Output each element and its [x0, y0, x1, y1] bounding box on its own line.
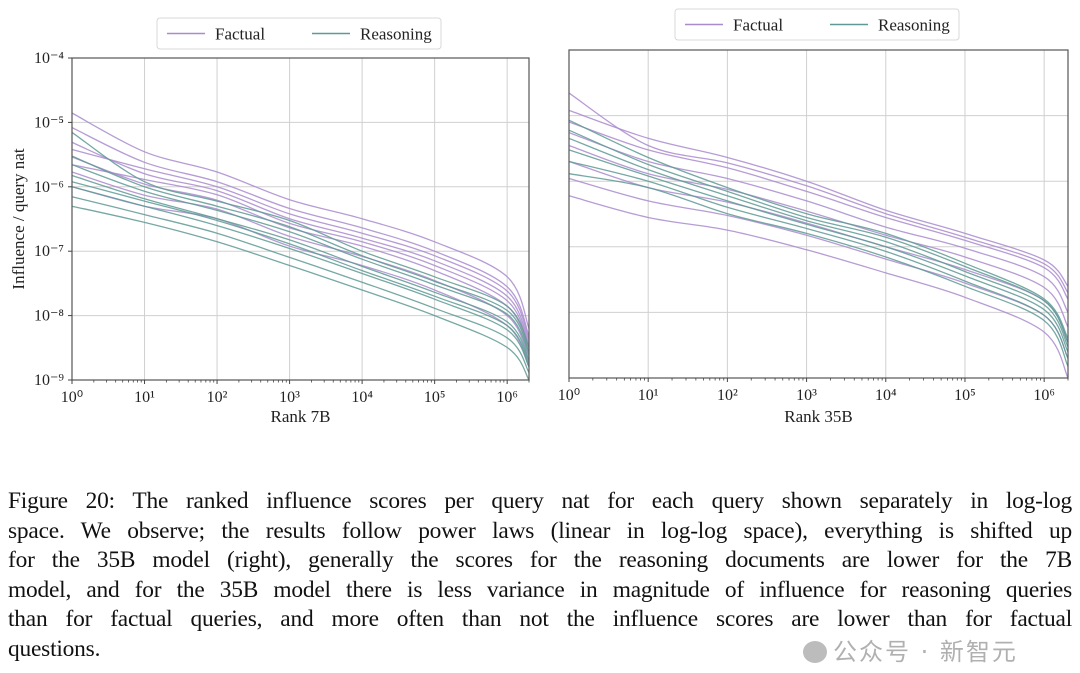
x-tick-label: 10¹ — [134, 389, 155, 406]
series-line-reasoning — [71, 131, 530, 348]
series-line-factual — [568, 195, 1069, 379]
x-tick-label: 10⁰ — [558, 387, 580, 404]
watermark-text: 公众号 · 新智元 — [833, 638, 1018, 666]
series-line-factual — [71, 141, 530, 345]
series-line-reasoning — [568, 173, 1069, 367]
x-tick-label: 10⁶ — [1033, 387, 1055, 404]
series-line-factual — [71, 164, 530, 348]
chart-panel-1: 10⁰ 10¹ 10² 10³ 10⁴ 10⁵ 10⁶ 10⁻⁴ 10⁻⁵ 10⁻⁶ 10⁻⁷ 10⁻… — [9, 17, 530, 426]
x-tick-label: 10⁰ — [61, 389, 83, 406]
series-line-factual — [568, 92, 1069, 294]
series-line-factual — [71, 156, 530, 352]
x-axis-label: Rank 7B — [271, 407, 331, 426]
series-line-reasoning — [71, 196, 530, 374]
legend: Factual Reasoning — [156, 17, 442, 50]
y-tick-label: 10⁻⁹ — [34, 372, 64, 389]
y-tick-label: 10⁻⁸ — [34, 308, 64, 325]
legend-label-factual: Factual — [215, 25, 265, 44]
x-tick-label: 10³ — [796, 387, 817, 404]
axes-frame — [71, 57, 530, 381]
legend-label-factual: Factual — [733, 16, 783, 35]
x-tick-label: 10⁵ — [424, 389, 446, 406]
series-line-reasoning — [71, 181, 530, 364]
caption-line: for the 35B model (right), generally the… — [8, 547, 1072, 574]
x-tick-label: 10² — [207, 389, 228, 406]
x-tick-label: 10⁴ — [875, 387, 897, 404]
y-tick-label: 10⁻⁶ — [34, 179, 64, 196]
series-line-reasoning — [568, 129, 1069, 343]
series-line-factual — [568, 177, 1069, 359]
legend: Factual Reasoning — [674, 8, 960, 41]
legend-box — [674, 8, 960, 41]
series-line-reasoning — [568, 149, 1069, 353]
x-tick-label: 10³ — [279, 389, 300, 406]
y-axis-label: Influence / query nat — [9, 148, 28, 289]
x-tick-label: 10⁶ — [496, 389, 518, 406]
series-line-reasoning — [568, 160, 1069, 359]
x-tick-label: 10⁴ — [351, 389, 373, 406]
caption-line: questions. — [8, 635, 101, 662]
figure: 10⁰ 10¹ 10² 10³ 10⁴ 10⁵ 10⁶ 10⁻⁴ 10⁻⁵ 10⁻⁶ 10⁻⁷ 10⁻… — [9, 8, 1069, 426]
series-line-reasoning — [71, 164, 530, 356]
series-line-factual — [568, 160, 1069, 343]
y-tick-label: 10⁻⁵ — [34, 114, 64, 131]
caption-line: Figure 20: The ranked influence scores p… — [8, 488, 1072, 514]
series-line-factual — [568, 131, 1069, 313]
legend-label-reasoning: Reasoning — [360, 25, 432, 44]
caption-line: model, and for the 35B model there is le… — [8, 576, 1072, 603]
series-line-reasoning — [71, 174, 530, 361]
legend-label-reasoning: Reasoning — [878, 16, 950, 35]
x-axis-label: Rank 35B — [784, 407, 852, 426]
series-line-factual — [71, 127, 530, 337]
series-line-reasoning — [568, 137, 1069, 348]
x-tick-label: 10⁵ — [954, 387, 976, 404]
series-line-factual — [568, 144, 1069, 328]
series-line-reasoning — [568, 119, 1069, 339]
watermark: 公众号 · 新智元 — [803, 638, 1018, 666]
series-line-factual — [71, 112, 530, 329]
figure-caption: Figure 20: The ranked influence scores p… — [8, 487, 1072, 665]
wechat-icon — [803, 641, 827, 663]
y-tick-label: 10⁻⁴ — [34, 50, 64, 67]
caption-line: than for factual queries, and more often… — [8, 606, 1072, 633]
axes-frame — [568, 49, 1069, 379]
chart-panel-2: 10⁰ 10¹ 10² 10³ 10⁴ 10⁵ 10⁶ Rank 35B Factual Reas… — [558, 8, 1069, 426]
legend-box — [156, 17, 442, 50]
y-tick-label: 10⁻⁷ — [34, 243, 64, 260]
series-line-reasoning — [71, 155, 530, 353]
series-line-factual — [568, 109, 1069, 287]
series-line-reasoning — [71, 205, 530, 381]
series-line-factual — [568, 121, 1069, 300]
series-line-reasoning — [71, 186, 530, 368]
x-tick-label: 10¹ — [638, 387, 659, 404]
x-tick-label: 10² — [717, 387, 738, 404]
caption-line: space. We observe; the results follow po… — [8, 517, 1072, 544]
series-line-factual — [71, 148, 530, 341]
